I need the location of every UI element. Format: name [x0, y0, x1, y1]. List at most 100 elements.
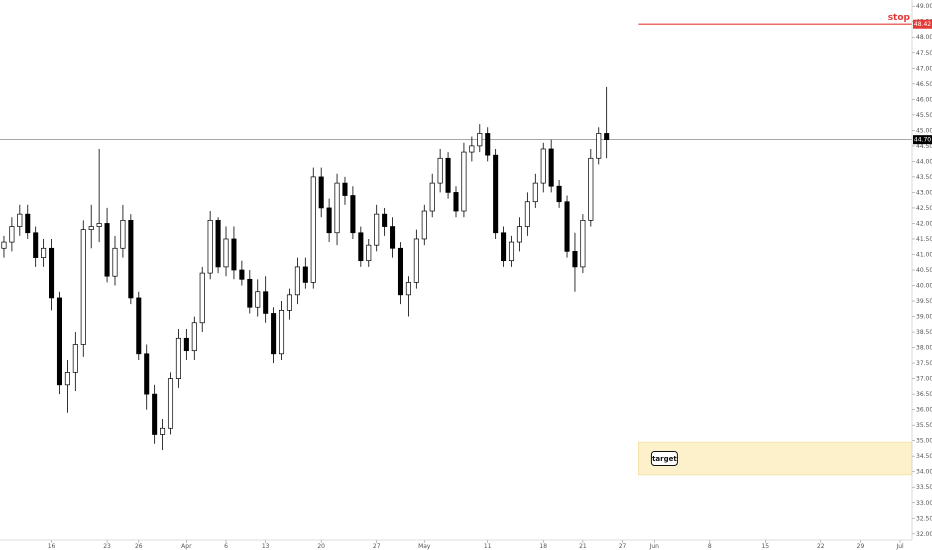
price-axis[interactable]: 32.00 32.50 33.00 33.50 34.00 34.50 35.00 35.50…	[911, 0, 932, 540]
candle[interactable]	[144, 344, 150, 410]
y-tick-label: 36.00	[916, 407, 932, 414]
y-tick-label: 42.00	[916, 220, 932, 227]
candle[interactable]	[580, 214, 586, 274]
candle-body	[231, 238, 237, 271]
candle[interactable]	[239, 260, 245, 286]
candle[interactable]	[405, 276, 411, 317]
candle[interactable]	[508, 235, 515, 267]
candle[interactable]	[128, 214, 134, 305]
candle[interactable]	[207, 211, 213, 280]
candle[interactable]	[41, 238, 47, 267]
candle-body	[72, 344, 78, 373]
candle[interactable]	[160, 418, 166, 450]
candle[interactable]	[231, 226, 237, 280]
x-tick-label: 15	[761, 543, 769, 550]
candle-body	[64, 372, 70, 386]
candle[interactable]	[247, 270, 253, 314]
x-tick-label: 27	[373, 543, 381, 550]
candle-body	[112, 247, 118, 277]
candle[interactable]	[80, 220, 86, 357]
candle[interactable]	[429, 173, 435, 218]
candle[interactable]	[326, 198, 332, 243]
candle[interactable]	[564, 195, 570, 258]
candle[interactable]	[350, 186, 356, 239]
candle[interactable]	[596, 127, 602, 165]
candle[interactable]	[167, 372, 174, 435]
candles-layer[interactable]	[1, 86, 610, 450]
candle[interactable]	[532, 173, 538, 208]
candle-body	[564, 201, 570, 252]
candle-body	[397, 247, 404, 296]
candle[interactable]	[374, 204, 380, 252]
candle[interactable]	[1, 235, 7, 258]
candle[interactable]	[191, 316, 197, 360]
candle[interactable]	[461, 142, 467, 218]
candle[interactable]	[548, 139, 554, 193]
candle[interactable]	[183, 328, 189, 360]
candle[interactable]	[294, 257, 300, 305]
candle[interactable]	[215, 217, 221, 274]
candle[interactable]	[72, 332, 78, 392]
candle[interactable]	[572, 232, 578, 292]
candle[interactable]	[382, 207, 388, 236]
time-axis[interactable]: 16 23 26 Apr 6 13 20 27 May 11 18 21 27 Jun 8 15 22 29 Jul	[0, 539, 912, 550]
candle-body	[366, 244, 372, 262]
candle[interactable]	[17, 204, 23, 236]
candle[interactable]	[112, 235, 118, 286]
candle[interactable]	[524, 192, 530, 236]
candle[interactable]	[390, 217, 396, 258]
candle[interactable]	[588, 148, 594, 227]
candle[interactable]	[175, 328, 181, 388]
candle[interactable]	[477, 124, 483, 153]
candle[interactable]	[255, 279, 261, 317]
candle[interactable]	[493, 148, 499, 239]
candle[interactable]	[152, 384, 158, 444]
candle[interactable]	[358, 226, 364, 267]
candle[interactable]	[136, 291, 142, 360]
candle[interactable]	[445, 152, 451, 199]
candle-body	[342, 182, 348, 196]
candle[interactable]	[25, 204, 31, 239]
candle[interactable]	[421, 204, 427, 246]
x-tick-label: 8	[708, 543, 712, 550]
candle[interactable]	[397, 242, 404, 305]
candle[interactable]	[88, 204, 94, 249]
candle[interactable]	[49, 238, 55, 311]
candle[interactable]	[56, 291, 63, 395]
candle[interactable]	[223, 226, 229, 277]
candle[interactable]	[334, 173, 340, 246]
candle[interactable]	[413, 229, 419, 289]
candle-body	[160, 427, 166, 435]
candle[interactable]	[556, 180, 562, 208]
candle[interactable]	[9, 217, 15, 252]
candle[interactable]	[342, 176, 348, 205]
candle[interactable]	[366, 238, 372, 267]
candle-body	[350, 195, 356, 234]
candle[interactable]	[437, 148, 443, 193]
y-tick-label: 34.50	[916, 453, 932, 460]
candle[interactable]	[104, 207, 110, 283]
candle[interactable]	[469, 136, 475, 162]
y-tick-label: 37.00	[916, 376, 932, 383]
candle[interactable]	[453, 186, 459, 218]
candle[interactable]	[604, 86, 610, 159]
candle[interactable]	[96, 148, 102, 243]
candle[interactable]	[318, 167, 324, 218]
candle[interactable]	[278, 301, 285, 360]
candle[interactable]	[485, 127, 491, 162]
candle[interactable]	[271, 307, 277, 364]
candle-body	[421, 210, 427, 240]
candle[interactable]	[540, 142, 546, 193]
candle[interactable]	[302, 257, 308, 289]
candle-body	[516, 226, 522, 243]
candle[interactable]	[64, 360, 70, 413]
candle[interactable]	[120, 204, 126, 258]
candle[interactable]	[33, 226, 39, 267]
candle[interactable]	[263, 276, 269, 323]
candle[interactable]	[199, 266, 205, 333]
candle[interactable]	[286, 288, 292, 320]
candle[interactable]	[516, 217, 522, 252]
candle-body	[9, 226, 15, 243]
candle[interactable]	[310, 167, 316, 289]
candle[interactable]	[501, 226, 507, 267]
